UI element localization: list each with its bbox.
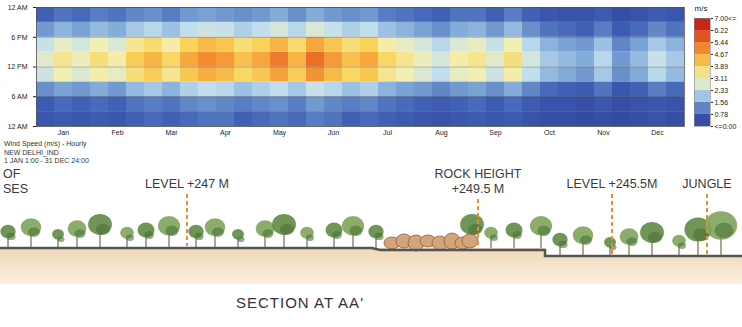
html-text:1 JAN 1:00 - 31 DEC 24:00: 1 JAN 1:00 - 31 DEC 24:00 bbox=[4, 157, 89, 164]
svg-text:2.33: 2.33 bbox=[715, 87, 729, 94]
svg-text:SECTION AT AA': SECTION AT AA' bbox=[236, 294, 364, 311]
svg-text:JUNGLE: JUNGLE bbox=[682, 177, 731, 191]
svg-text:3.89: 3.89 bbox=[715, 63, 729, 70]
svg-text:m/s: m/s bbox=[695, 4, 708, 13]
svg-text:4.67: 4.67 bbox=[715, 51, 729, 58]
svg-text:6 AM: 6 AM bbox=[12, 93, 28, 100]
svg-text:LEVEL +245.5M: LEVEL +245.5M bbox=[567, 177, 658, 191]
svg-text:May: May bbox=[273, 129, 287, 137]
svg-text:12 AM: 12 AM bbox=[8, 4, 28, 11]
svg-text:+249.5 M: +249.5 M bbox=[452, 182, 504, 196]
svg-text:LEVEL +247 M: LEVEL +247 M bbox=[145, 177, 229, 191]
svg-text:1.56: 1.56 bbox=[715, 99, 729, 106]
svg-text:Jun: Jun bbox=[328, 129, 339, 136]
svg-text:3.11: 3.11 bbox=[715, 75, 728, 82]
svg-text:Feb: Feb bbox=[111, 129, 123, 136]
svg-text:Sep: Sep bbox=[489, 129, 502, 137]
svg-text:Oct: Oct bbox=[544, 129, 555, 136]
svg-text:7.00<=: 7.00<= bbox=[715, 15, 737, 22]
svg-text:Dec: Dec bbox=[651, 129, 664, 136]
svg-text:12 AM: 12 AM bbox=[8, 123, 28, 130]
html-text:NEW DELHI_IND: NEW DELHI_IND bbox=[4, 148, 59, 156]
svg-text:12 PM: 12 PM bbox=[7, 63, 27, 70]
svg-text:SES: SES bbox=[3, 182, 28, 196]
svg-text:6.22: 6.22 bbox=[715, 27, 729, 34]
svg-text:5.44: 5.44 bbox=[715, 39, 729, 46]
svg-text:0.78: 0.78 bbox=[715, 111, 729, 118]
svg-text:Apr: Apr bbox=[220, 129, 232, 137]
svg-text:Mar: Mar bbox=[165, 129, 178, 136]
svg-text:Aug: Aug bbox=[435, 129, 448, 137]
svg-text:<=0.00: <=0.00 bbox=[715, 123, 737, 130]
svg-text:6 PM: 6 PM bbox=[11, 33, 28, 40]
svg-text:Jan: Jan bbox=[58, 129, 69, 136]
svg-text:ROCK HEIGHT: ROCK HEIGHT bbox=[435, 167, 522, 181]
svg-text:OF: OF bbox=[3, 167, 21, 181]
svg-text:Nov: Nov bbox=[597, 129, 610, 136]
svg-text:Jul: Jul bbox=[383, 129, 392, 136]
html-text:Wind Speed (m/s) - Hourly: Wind Speed (m/s) - Hourly bbox=[4, 140, 87, 147]
